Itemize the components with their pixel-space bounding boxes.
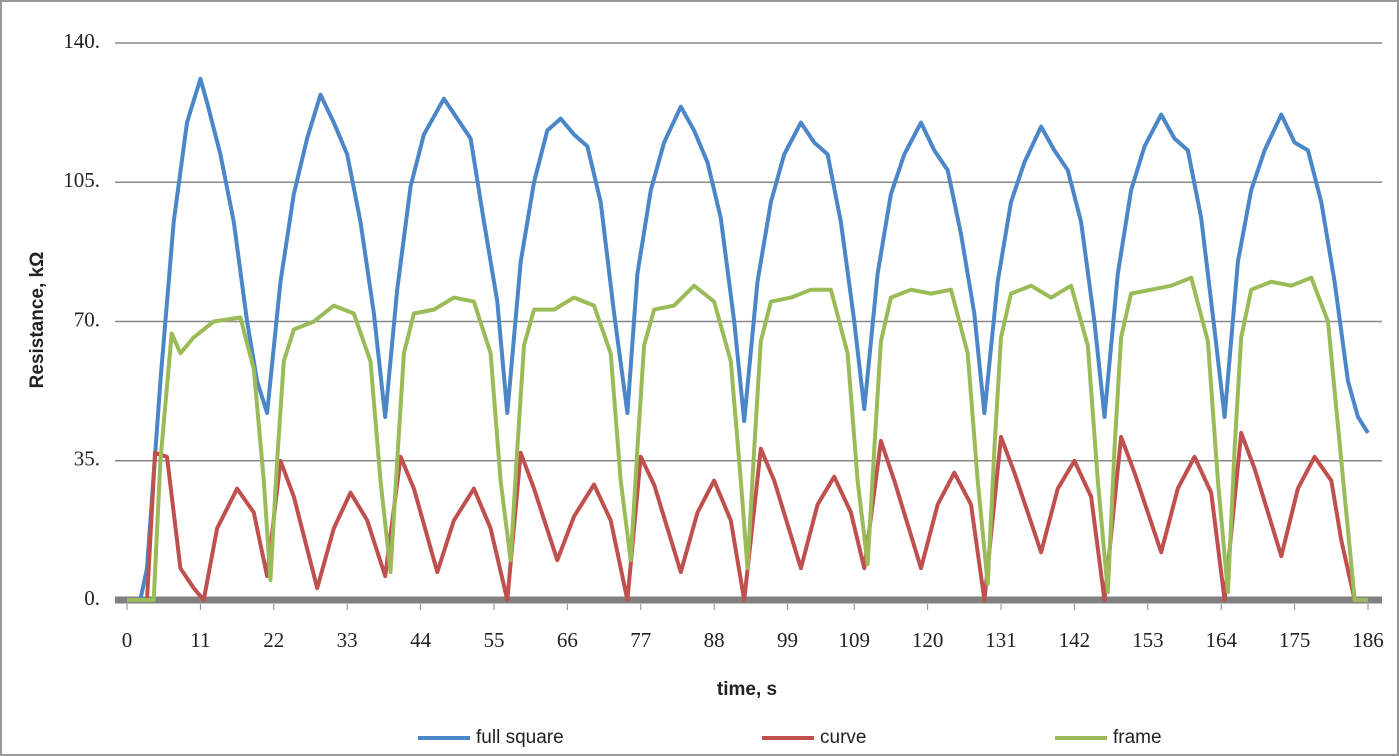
x-tick-label: 99 <box>777 628 798 652</box>
x-tick-label: 55 <box>483 628 504 652</box>
y-axis-label: Resistance, kΩ <box>27 252 48 389</box>
legend-label: frame <box>1113 727 1162 748</box>
x-tick-label: 11 <box>190 628 210 652</box>
x-tick-label: 33 <box>337 628 358 652</box>
y-tick-label: 70. <box>74 307 100 331</box>
x-tick-label: 164 <box>1205 628 1237 652</box>
x-tick-label: 66 <box>557 628 578 652</box>
x-tick-label: 153 <box>1132 628 1164 652</box>
x-tick-label: 44 <box>410 628 432 652</box>
x-tick-label: 120 <box>912 628 944 652</box>
series-line <box>127 430 1368 602</box>
x-tick-label: 0 <box>122 628 133 652</box>
legend-label: curve <box>820 727 866 748</box>
legend-label: full square <box>476 727 564 748</box>
x-tick-label: 186 <box>1352 628 1384 652</box>
x-tick-label: 131 <box>985 628 1017 652</box>
x-tick-label: 22 <box>263 628 284 652</box>
y-tick-label: 140. <box>63 29 100 53</box>
x-tick-label: 175 <box>1279 628 1311 652</box>
y-tick-label: 105. <box>63 168 100 192</box>
x-tick-label: 109 <box>839 628 871 652</box>
x-tick-label: 142 <box>1059 628 1091 652</box>
series-line <box>127 76 1370 602</box>
series-line <box>127 275 1368 602</box>
x-axis-label: time, s <box>717 679 777 700</box>
x-tick-label: 77 <box>630 628 651 652</box>
y-tick-label: 35. <box>74 447 100 471</box>
y-tick-label: 0. <box>84 586 100 610</box>
x-tick-label: 88 <box>704 628 725 652</box>
